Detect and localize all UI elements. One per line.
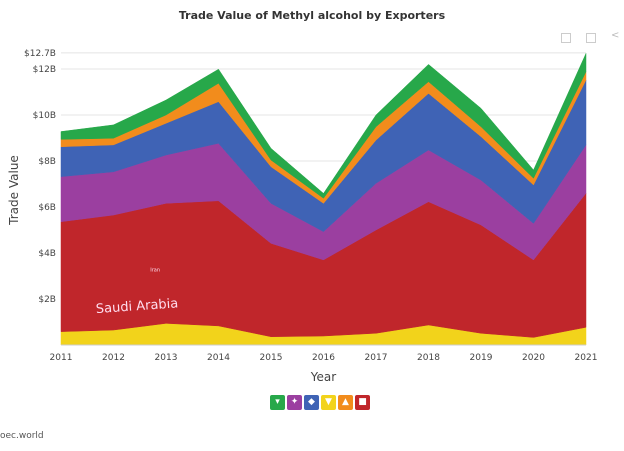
area-series-5	[60, 53, 587, 199]
x-tick-label: 2015	[260, 353, 283, 363]
x-tick-label: 2018	[417, 353, 440, 363]
south-america-icon[interactable]: ▾	[270, 395, 285, 410]
y-tick-label: $12.7B	[24, 49, 56, 59]
x-tick-label: 2016	[312, 353, 335, 363]
y-tick-label: $6B	[38, 203, 56, 213]
x-axis-label: Year	[310, 370, 336, 384]
x-tick-label: 2014	[207, 353, 230, 363]
y-tick-label: $2B	[38, 295, 56, 305]
y-tick-label: $8B	[38, 157, 56, 167]
footer-source: oec.world	[0, 431, 44, 441]
chart-title: Trade Value of Methyl alcohol by Exporte…	[178, 9, 446, 22]
area-label: Iran	[150, 267, 160, 273]
download-icon[interactable]	[586, 33, 596, 43]
x-tick-label: 2012	[102, 353, 125, 363]
x-tick-label: 2011	[50, 353, 73, 363]
oceania-icon[interactable]: ▲	[338, 395, 353, 410]
y-tick-label: $12B	[33, 65, 56, 75]
europe-icon[interactable]: ✦	[287, 395, 302, 410]
y-axis-label: Trade Value	[7, 155, 21, 226]
x-tick-label: 2021	[575, 353, 598, 363]
y-tick-label: $10B	[33, 111, 56, 121]
share-icon[interactable]: <	[611, 30, 620, 41]
area-label: Saudi Arabia	[95, 296, 178, 317]
africa-icon[interactable]: ▼	[321, 395, 336, 410]
fullscreen-icon[interactable]	[561, 33, 571, 43]
x-tick-label: 2017	[365, 353, 388, 363]
y-tick-label: $4B	[38, 249, 56, 259]
legend: ▾ ✦ ◆ ▼ ▲ ■	[270, 395, 370, 410]
x-tick-label: 2019	[470, 353, 493, 363]
x-tick-label: 2013	[155, 353, 178, 363]
x-tick-label: 2020	[522, 353, 545, 363]
asia-icon[interactable]: ■	[355, 395, 370, 410]
north-america-icon[interactable]: ◆	[304, 395, 319, 410]
